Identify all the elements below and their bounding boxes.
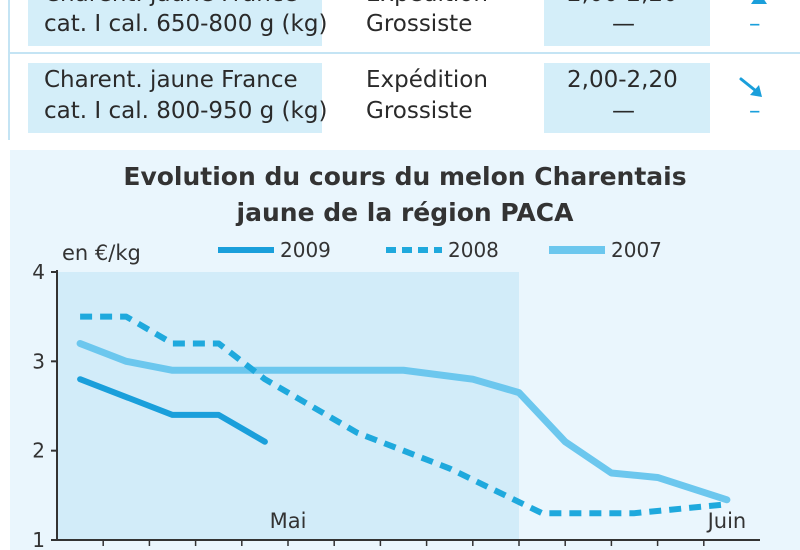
table-left-border xyxy=(8,0,10,140)
product-band xyxy=(28,0,322,46)
legend-label-2009: 2009 xyxy=(280,238,331,262)
table-row: Charent. jaune France cat. I cal. 650-80… xyxy=(0,0,800,46)
chart-axes xyxy=(56,270,760,541)
series-line-2007 xyxy=(76,339,731,504)
chart-plot: 4 3 2 1 Mai Juin 2009 2008 2007 en €/kg xyxy=(32,238,760,550)
row-divider xyxy=(8,52,800,54)
x-tick-label: Mai xyxy=(270,509,307,533)
trend-secondary: – xyxy=(749,98,761,124)
stage-line-1: Expédition xyxy=(366,67,488,93)
product-line-2: cat. I cal. 650-800 g (kg) xyxy=(44,11,328,37)
y-tick-label: 4 xyxy=(32,260,45,284)
price-line-2: — xyxy=(612,98,635,124)
trend-secondary: – xyxy=(749,11,761,37)
product-line-1: Charent. jaune France xyxy=(44,0,298,10)
series-line-2009 xyxy=(77,376,268,445)
product-band xyxy=(28,63,322,133)
y-tick-label: 2 xyxy=(32,439,45,463)
price-chart: Evolution du cours du melon Charentais j… xyxy=(10,150,800,550)
arrow-down-right-icon xyxy=(739,77,762,97)
y-tick-label: 3 xyxy=(32,349,45,373)
arrow-up-icon xyxy=(751,0,767,4)
stage-line-1: Expédition xyxy=(366,0,488,10)
product-line-2: cat. I cal. 800-950 g (kg) xyxy=(44,98,328,124)
price-line-1: 2,00-2,20 xyxy=(567,0,678,10)
x-labels: Mai Juin xyxy=(270,509,747,533)
y-axis-label: en €/kg xyxy=(62,241,141,265)
chart-title-line-1: Evolution du cours du melon Charentais xyxy=(123,162,687,191)
y-ticks: 4 3 2 1 xyxy=(32,260,705,550)
stage-line-2: Grossiste xyxy=(366,98,473,124)
table-row: Charent. jaune France cat. I cal. 800-95… xyxy=(0,63,800,133)
product-line-1: Charent. jaune France xyxy=(44,67,298,93)
price-line-1: 2,00-2,20 xyxy=(567,67,678,93)
price-line-2: — xyxy=(612,11,635,37)
y-tick-label: 1 xyxy=(32,528,45,550)
legend-label-2008: 2008 xyxy=(448,238,499,262)
chart-legend: 2009 2008 2007 xyxy=(218,238,662,262)
chart-series xyxy=(76,313,731,517)
chart-title-line-2: jaune de la région PACA xyxy=(236,198,574,227)
legend-label-2007: 2007 xyxy=(611,238,662,262)
chart-shaded-region xyxy=(57,272,519,540)
price-band xyxy=(544,63,710,133)
price-band xyxy=(544,0,710,46)
price-table: Charent. jaune France cat. I cal. 650-80… xyxy=(0,0,800,140)
stage-line-2: Grossiste xyxy=(366,11,473,37)
x-tick-label: Juin xyxy=(706,509,747,533)
series-line-2008 xyxy=(80,313,728,517)
